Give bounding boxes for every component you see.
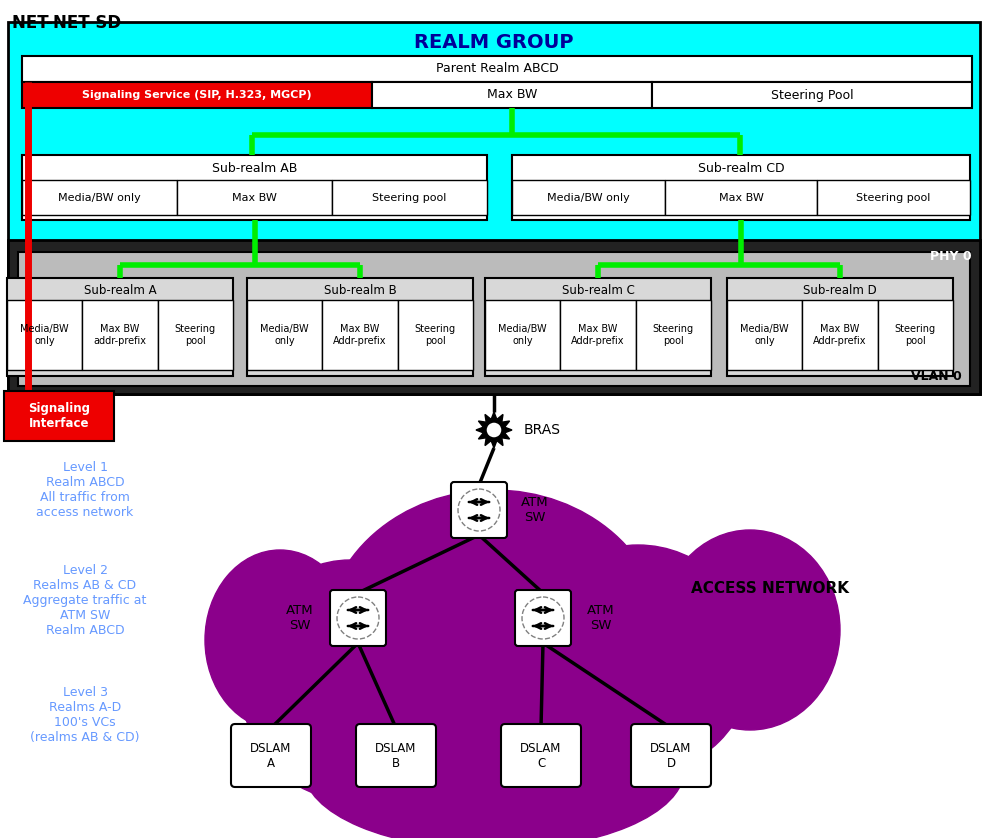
FancyBboxPatch shape — [501, 724, 581, 787]
Text: Max BW: Max BW — [487, 89, 537, 101]
Text: Media/BW
only: Media/BW only — [498, 324, 547, 346]
FancyBboxPatch shape — [177, 180, 332, 215]
FancyBboxPatch shape — [22, 155, 487, 220]
FancyBboxPatch shape — [877, 300, 953, 370]
FancyBboxPatch shape — [22, 180, 177, 215]
FancyBboxPatch shape — [8, 240, 980, 394]
Text: Parent Realm ABCD: Parent Realm ABCD — [436, 63, 558, 75]
FancyBboxPatch shape — [332, 180, 487, 215]
Ellipse shape — [304, 690, 684, 838]
FancyBboxPatch shape — [635, 300, 711, 370]
Text: Max BW
Addr-prefix: Max BW Addr-prefix — [571, 324, 624, 346]
Text: Media/BW only: Media/BW only — [547, 193, 629, 203]
FancyBboxPatch shape — [817, 180, 970, 215]
Text: Sub-realm CD: Sub-realm CD — [698, 162, 784, 174]
Text: BRAS: BRAS — [524, 423, 561, 437]
Text: DSLAM
B: DSLAM B — [375, 742, 417, 769]
Text: Steering pool: Steering pool — [372, 193, 447, 203]
FancyBboxPatch shape — [802, 300, 877, 370]
FancyBboxPatch shape — [560, 300, 635, 370]
FancyBboxPatch shape — [356, 724, 436, 787]
Text: REALM GROUP: REALM GROUP — [414, 34, 574, 53]
FancyBboxPatch shape — [247, 300, 322, 370]
Ellipse shape — [660, 530, 840, 730]
Ellipse shape — [490, 660, 690, 800]
Text: Level 3
Realms A-D
100's VCs
(realms AB & CD): Level 3 Realms A-D 100's VCs (realms AB … — [31, 686, 139, 744]
FancyBboxPatch shape — [330, 590, 386, 646]
FancyBboxPatch shape — [4, 391, 114, 441]
Text: PHY 0: PHY 0 — [931, 250, 972, 262]
Text: Steering pool: Steering pool — [857, 193, 931, 203]
Text: Steering
pool: Steering pool — [895, 324, 936, 346]
FancyBboxPatch shape — [485, 300, 560, 370]
Text: Max BW: Max BW — [232, 193, 277, 203]
Text: Media/BW
only: Media/BW only — [21, 324, 69, 346]
Text: Sub-realm D: Sub-realm D — [803, 283, 877, 297]
Text: Steering
pool: Steering pool — [415, 324, 455, 346]
Text: Media/BW
only: Media/BW only — [261, 324, 309, 346]
Text: Steering
pool: Steering pool — [175, 324, 216, 346]
Text: Max BW
Addr-prefix: Max BW Addr-prefix — [333, 324, 386, 346]
FancyBboxPatch shape — [22, 82, 372, 108]
Polygon shape — [476, 412, 512, 448]
Ellipse shape — [300, 660, 500, 800]
Text: ATM
SW: ATM SW — [287, 604, 314, 632]
FancyBboxPatch shape — [451, 482, 507, 538]
Ellipse shape — [523, 545, 753, 775]
FancyBboxPatch shape — [158, 300, 233, 370]
FancyBboxPatch shape — [22, 56, 972, 82]
Text: Steering Pool: Steering Pool — [771, 89, 854, 101]
FancyBboxPatch shape — [485, 278, 711, 376]
Text: Max BW
addr-prefix: Max BW addr-prefix — [94, 324, 146, 346]
FancyBboxPatch shape — [512, 180, 665, 215]
FancyBboxPatch shape — [512, 155, 970, 220]
Text: DSLAM
D: DSLAM D — [650, 742, 692, 769]
Text: Level 1
Realm ABCD
All traffic from
access network: Level 1 Realm ABCD All traffic from acce… — [37, 461, 133, 519]
Text: Steering
pool: Steering pool — [653, 324, 694, 346]
FancyBboxPatch shape — [515, 590, 571, 646]
Text: Level 2
Realms AB & CD
Aggregate traffic at
ATM SW
Realm ABCD: Level 2 Realms AB & CD Aggregate traffic… — [24, 563, 146, 637]
FancyBboxPatch shape — [665, 180, 817, 215]
Text: Media/BW
only: Media/BW only — [740, 324, 789, 346]
Ellipse shape — [240, 560, 460, 800]
Text: NET-NET SD: NET-NET SD — [12, 14, 122, 32]
Text: ACCESS NETWORK: ACCESS NETWORK — [691, 581, 849, 596]
FancyBboxPatch shape — [322, 300, 397, 370]
FancyBboxPatch shape — [727, 278, 953, 376]
FancyBboxPatch shape — [631, 724, 711, 787]
Text: Media/BW only: Media/BW only — [58, 193, 141, 203]
Text: Signaling Service (SIP, H.323, MGCP): Signaling Service (SIP, H.323, MGCP) — [82, 90, 312, 100]
Text: ATM
SW: ATM SW — [587, 604, 615, 632]
Text: ATM
SW: ATM SW — [521, 496, 548, 524]
FancyBboxPatch shape — [18, 252, 970, 386]
FancyBboxPatch shape — [397, 300, 473, 370]
Ellipse shape — [324, 490, 664, 790]
Text: Max BW: Max BW — [718, 193, 764, 203]
Text: VLAN 0: VLAN 0 — [911, 370, 962, 382]
Text: Sub-realm AB: Sub-realm AB — [211, 162, 297, 174]
FancyBboxPatch shape — [372, 82, 652, 108]
Text: DSLAM
C: DSLAM C — [521, 742, 562, 769]
FancyBboxPatch shape — [7, 300, 82, 370]
FancyBboxPatch shape — [7, 278, 233, 376]
FancyBboxPatch shape — [231, 724, 311, 787]
Circle shape — [486, 422, 502, 438]
FancyBboxPatch shape — [247, 278, 473, 376]
Text: Sub-realm C: Sub-realm C — [561, 283, 634, 297]
Text: Sub-realm A: Sub-realm A — [84, 283, 156, 297]
Text: Sub-realm B: Sub-realm B — [324, 283, 396, 297]
FancyBboxPatch shape — [727, 300, 802, 370]
Ellipse shape — [205, 550, 355, 730]
FancyBboxPatch shape — [82, 300, 158, 370]
FancyBboxPatch shape — [652, 82, 972, 108]
FancyBboxPatch shape — [8, 22, 980, 394]
Text: Signaling
Interface: Signaling Interface — [28, 402, 90, 430]
Text: Max BW
Addr-prefix: Max BW Addr-prefix — [813, 324, 866, 346]
Text: DSLAM
A: DSLAM A — [250, 742, 291, 769]
